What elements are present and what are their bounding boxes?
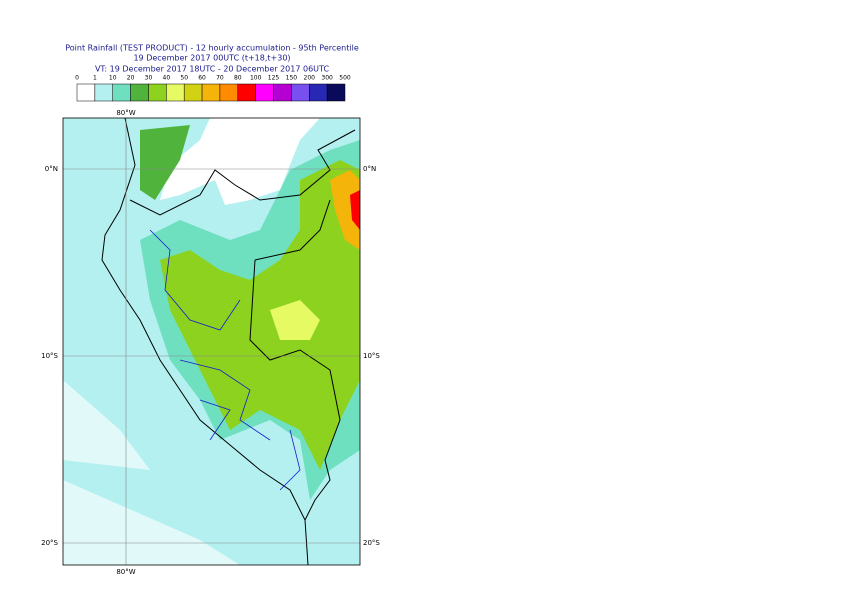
colorbar-box bbox=[112, 83, 131, 102]
rain-area bbox=[330, 170, 360, 250]
colorbar-label: 40 bbox=[163, 75, 171, 82]
map bbox=[63, 118, 360, 565]
colorbar-box bbox=[309, 83, 328, 102]
map-frame bbox=[62, 117, 361, 566]
rain-area bbox=[160, 160, 360, 470]
graticule bbox=[63, 118, 360, 565]
colorbar-label: 1 bbox=[93, 75, 97, 82]
colorbar-box bbox=[130, 83, 149, 102]
colorbar-box bbox=[273, 83, 292, 102]
colorbar-label: 30 bbox=[145, 75, 153, 82]
colorbar-box bbox=[291, 83, 310, 102]
colorbar-box bbox=[94, 83, 113, 102]
colorbar-box bbox=[148, 83, 167, 102]
dry-area bbox=[63, 380, 240, 565]
colorbar-box bbox=[237, 83, 256, 102]
colorbar-label: 200 bbox=[304, 75, 316, 82]
colorbar-box bbox=[76, 83, 96, 102]
colorbar-label: 300 bbox=[321, 75, 333, 82]
rain-area bbox=[270, 300, 320, 340]
colorbar-box bbox=[219, 83, 239, 102]
colorbar-label: 60 bbox=[198, 75, 206, 82]
border bbox=[129, 129, 356, 521]
colorbar-box bbox=[183, 83, 203, 102]
title-line: Point Rainfall (TEST PRODUCT) - 12 hourl… bbox=[65, 44, 359, 53]
rain-area bbox=[63, 118, 120, 200]
colorbar-label: 0 bbox=[75, 75, 79, 82]
rain-area bbox=[140, 125, 190, 200]
colorbar-label: 100 bbox=[250, 75, 262, 82]
lon-label: 80°W bbox=[116, 568, 135, 576]
colorbar-label: 20 bbox=[127, 75, 135, 82]
colorbar: 0 1 10 20 30 40 50 60 70 80 100 125 150 200 300 500 bbox=[75, 75, 351, 102]
lat-label: 10°S bbox=[41, 352, 58, 360]
lat-label: 0°N bbox=[45, 165, 58, 173]
colorbar-label: 70 bbox=[216, 75, 224, 82]
dry-area bbox=[160, 118, 320, 205]
colorbar-label: 50 bbox=[180, 75, 188, 82]
colorbar-label: 500 bbox=[339, 75, 351, 82]
lat-label: 10°S bbox=[363, 352, 380, 360]
colorbar-label: 125 bbox=[268, 75, 280, 82]
colorbar-label: 150 bbox=[286, 75, 298, 82]
region-border bbox=[149, 229, 301, 491]
lat-label: 20°S bbox=[41, 539, 58, 547]
colorbar-label: 80 bbox=[234, 75, 242, 82]
colorbar-box bbox=[166, 83, 185, 102]
colorbar-box bbox=[255, 83, 274, 102]
title-line: 19 December 2017 00UTC (t+18,t+30) bbox=[133, 54, 290, 63]
lat-label: 20°S bbox=[363, 539, 380, 547]
colorbar-box bbox=[326, 83, 346, 102]
rain-area bbox=[350, 190, 360, 230]
colorbar-label: 10 bbox=[109, 75, 117, 82]
colorbar-box bbox=[201, 83, 221, 102]
coastline bbox=[101, 118, 309, 565]
lat-label: 0°N bbox=[363, 165, 376, 173]
title-line: VT: 19 December 2017 18UTC - 20 December… bbox=[95, 65, 329, 74]
lon-label: 80°W bbox=[116, 109, 135, 117]
